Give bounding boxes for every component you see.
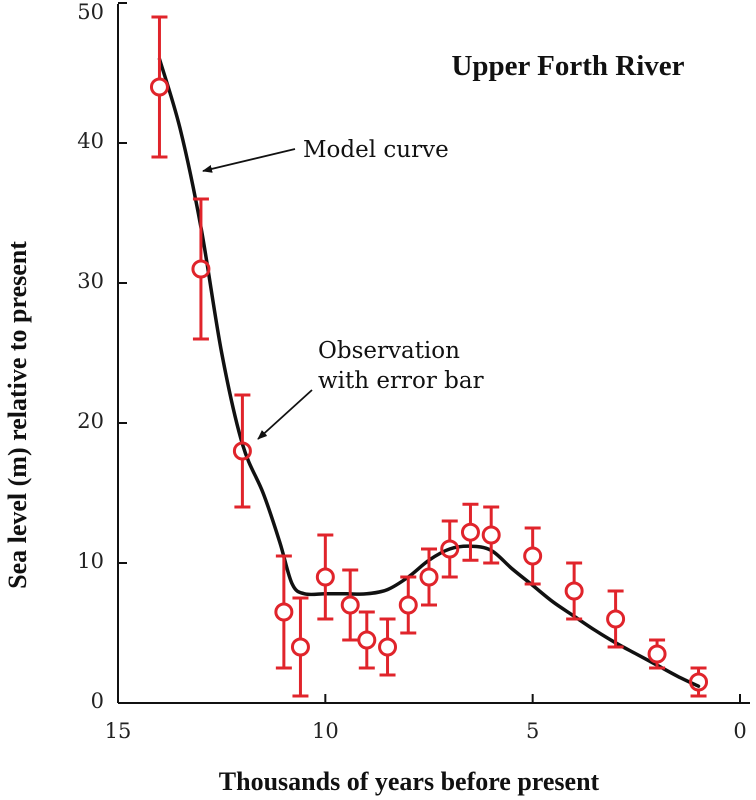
- observation-marker: [564, 581, 584, 601]
- observation-marker: [440, 539, 460, 559]
- y-tick-label: 40: [77, 129, 104, 153]
- observation-marker: [647, 644, 667, 664]
- x-axis-title: Thousands of years before present: [219, 767, 600, 796]
- observation-marker: [274, 602, 294, 622]
- y-axis-ticks: 0 10 20 30 40 50: [77, 0, 127, 713]
- chart-title: Upper Forth River: [451, 50, 684, 82]
- observation-point: [606, 589, 626, 649]
- observation-marker: [315, 567, 335, 587]
- observation-point: [523, 526, 543, 586]
- observation-marker: [378, 637, 398, 657]
- observation-marker: [419, 567, 439, 587]
- observation-marker: [481, 525, 501, 545]
- observation-marker: [398, 595, 418, 615]
- observation-point: [378, 617, 398, 677]
- annotation-observation-line1: Observation: [318, 338, 460, 364]
- observation-point: [149, 15, 169, 159]
- observation-point: [689, 666, 709, 698]
- observation-point: [232, 393, 252, 509]
- observation-marker: [460, 522, 480, 542]
- observation-marker: [357, 630, 377, 650]
- observation-marker: [340, 595, 360, 615]
- x-tick-label: 15: [105, 719, 132, 743]
- observation-series: [149, 15, 709, 698]
- observation-marker: [606, 609, 626, 629]
- observation-point: [398, 575, 418, 635]
- x-tick-label: 5: [526, 719, 539, 743]
- x-axis-ticks: 15 10 5 0: [105, 694, 747, 743]
- observation-point: [564, 561, 584, 621]
- observation-point: [419, 547, 439, 607]
- observation-marker: [232, 441, 252, 461]
- y-axis-title: Sea level (m) relative to present: [3, 241, 32, 589]
- observation-marker: [523, 546, 543, 566]
- y-tick-label: 10: [77, 549, 104, 573]
- y-tick-label: 20: [77, 409, 104, 433]
- observation-marker: [689, 672, 709, 692]
- observation-point: [481, 505, 501, 565]
- observation-marker: [191, 259, 211, 279]
- observation-marker: [290, 637, 310, 657]
- x-tick-label: 0: [733, 719, 746, 743]
- observation-point: [647, 638, 667, 670]
- annotation-model-arrow: [202, 148, 296, 173]
- annotation-observation-line2: with error bar: [318, 368, 484, 394]
- observation-point: [290, 596, 310, 698]
- observation-point: [340, 568, 360, 642]
- annotation-model-curve: Model curve: [303, 137, 449, 163]
- observation-point: [460, 502, 480, 562]
- y-tick-label: 50: [77, 0, 104, 24]
- x-tick-label: 10: [312, 719, 339, 743]
- observation-point: [315, 533, 335, 621]
- observation-point: [440, 519, 460, 579]
- y-tick-label: 0: [91, 689, 104, 713]
- annotation-observation-arrow: [257, 389, 313, 440]
- y-tick-label: 30: [77, 269, 104, 293]
- observation-point: [191, 197, 211, 341]
- observation-point: [274, 554, 294, 670]
- observation-point: [357, 610, 377, 670]
- observation-marker: [149, 77, 169, 97]
